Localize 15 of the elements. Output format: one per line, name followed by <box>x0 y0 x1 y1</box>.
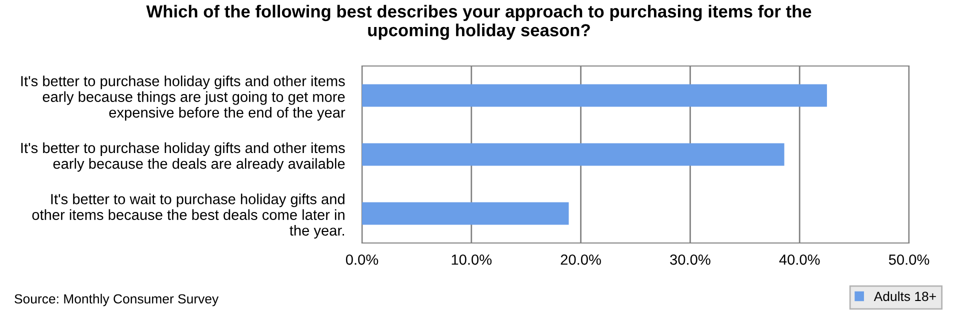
bar <box>362 84 827 107</box>
x-tick-label: 30.0% <box>670 254 710 265</box>
x-tick-label: 50.0% <box>888 254 930 265</box>
x-tick-label: 0.0% <box>346 254 378 265</box>
x-tick-label: 40.0% <box>779 254 820 265</box>
source-note: Source: Monthly Consumer Survey <box>14 294 219 306</box>
y-tick-label: It's better to wait to purchase holiday gifts and other items because the best deals come later in the year. <box>32 194 344 239</box>
x-tick-label: 20.0% <box>560 254 601 265</box>
bar <box>362 202 569 225</box>
y-tick-label: It's better to purchase holiday gifts and other items early because the deals are already available <box>21 142 345 172</box>
y-tick-label: It's better to purchase holiday gifts and other items early because things are just going to get more expensive before the end of the year <box>21 76 346 121</box>
bar <box>362 143 784 166</box>
x-tick-label: 10.0% <box>452 254 492 265</box>
chart-title: Which of the following best describes your approach to purchasing items for the upcoming holiday season? <box>146 4 812 40</box>
legend-label: Adults 18+ <box>874 291 936 302</box>
